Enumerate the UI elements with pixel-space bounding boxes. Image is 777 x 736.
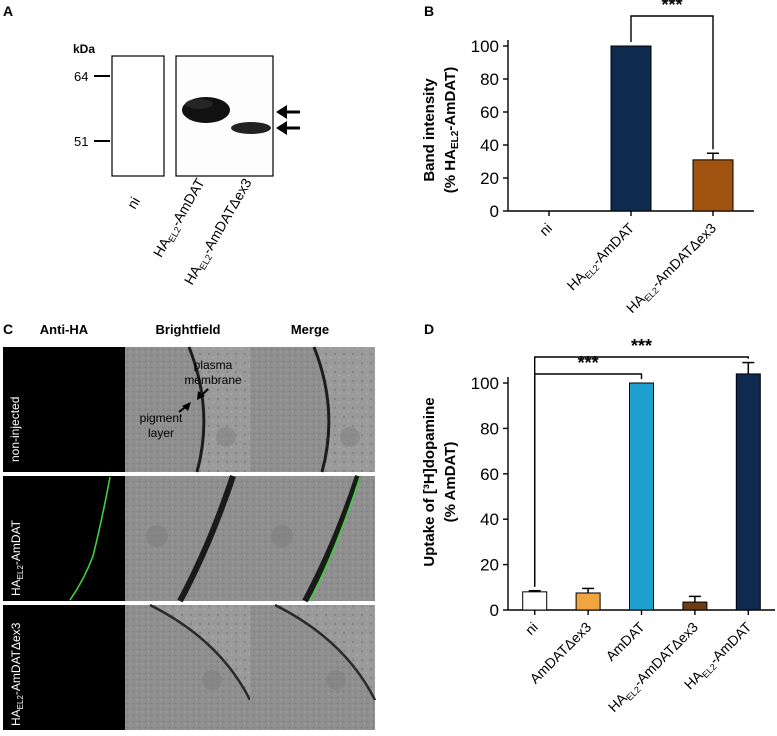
y-axis-label-line2: (% HAEL2-AmDAT) [442,67,461,193]
column-label-merge: Merge [291,322,329,337]
y-tick-label: 20 [480,556,499,575]
y-tick-label: 40 [480,510,499,529]
row2-anti-ha-image [3,476,125,601]
bar [629,382,654,611]
row3-merge-membrane [274,603,377,701]
kda-label: kDa [73,42,95,56]
bar [692,159,734,212]
significance-bracket [534,373,643,587]
row1-brightfield-membrane [187,346,206,473]
panel-c: C Anti-HA Brightfield Merge non-injected… [3,321,377,730]
blot-band-amdat-smear [185,99,213,109]
y-axis-label-line1: Uptake of [³H]dopamine [421,397,438,566]
row2-merge-signal [309,476,361,602]
panel-b-chart: B 0 20 40 60 80 100 ni HAEL2-AmDATHAEL2-AmDATΔe… [421,0,754,318]
panel-d-label: D [424,321,434,337]
x-category-label: AmDAT [602,618,648,664]
panel-a: A kDa 64 51 ni HAEL2-AmDAT HAEL2-AmDATΔe… [3,3,300,287]
x-category-label: ni [522,619,541,638]
y-tick-label: 60 [480,103,499,122]
panel-b-label: B [424,3,434,19]
significance-bracket [630,15,714,150]
marker-51-label: 51 [74,134,88,149]
y-tick-label: 100 [471,37,499,56]
annotation-plasma: plasma [194,358,233,372]
row-label-ha-amdat: HAEL2-AmDAT [9,519,25,596]
row2-merge-membrane [302,475,361,603]
y-tick-label: 100 [471,374,499,393]
significance-marker: *** [661,0,682,15]
annotation-layer: layer [148,426,174,440]
bar [735,373,761,611]
arrow-lower [276,121,300,135]
row3-brightfield-membrane [149,603,252,701]
annotation-pigment: pigment [140,411,183,425]
row2-anti-ha-signal [69,476,111,601]
x-category-label: HAEL2-AmDAT [564,219,639,294]
bar [522,591,548,611]
x-category-label: HAEL2-AmDATΔex3 [623,220,721,318]
significance-marker: *** [631,336,652,356]
significance-marker: *** [578,353,599,373]
column-label-anti-ha: Anti-HA [40,322,89,337]
bar [610,45,652,212]
marker-64-label: 64 [74,69,88,84]
blot-lane-label-ni: ni [124,194,143,211]
x-category-label: ni [536,220,555,239]
y-tick-label: 0 [490,601,499,620]
y-tick-label: 20 [480,169,499,188]
y-axis-label-line2: (% AmDAT) [442,442,459,523]
row2-brightfield-membrane [177,475,236,603]
row1-merge-membrane [312,346,331,473]
panel-a-label: A [3,3,13,19]
annotation-membrane: membrane [184,373,242,387]
bar [575,592,601,611]
y-tick-label: 80 [480,70,499,89]
column-label-brightfield: Brightfield [156,322,221,337]
row-label-ha-amdat-dex3: HAEL2-AmDATΔex3 [9,622,25,726]
row1-anti-ha-image [3,347,125,472]
significance-bracket [534,356,749,587]
panel-c-label: C [3,321,13,337]
y-axis-label-line1: Band intensity [421,78,438,182]
bar [682,601,708,611]
y-tick-label: 40 [480,136,499,155]
blot-ni-lane [111,55,165,177]
row3-anti-ha-image [3,605,125,730]
y-tick-label: 60 [480,465,499,484]
x-category-label: HAEL2-AmDATΔex3 [605,619,703,717]
blot-band-amdat-dex3 [231,122,271,134]
row-label-non-injected: non-injected [8,397,22,462]
y-tick-label: 80 [480,419,499,438]
arrow-upper [276,105,300,119]
y-tick-label: 0 [490,202,499,221]
